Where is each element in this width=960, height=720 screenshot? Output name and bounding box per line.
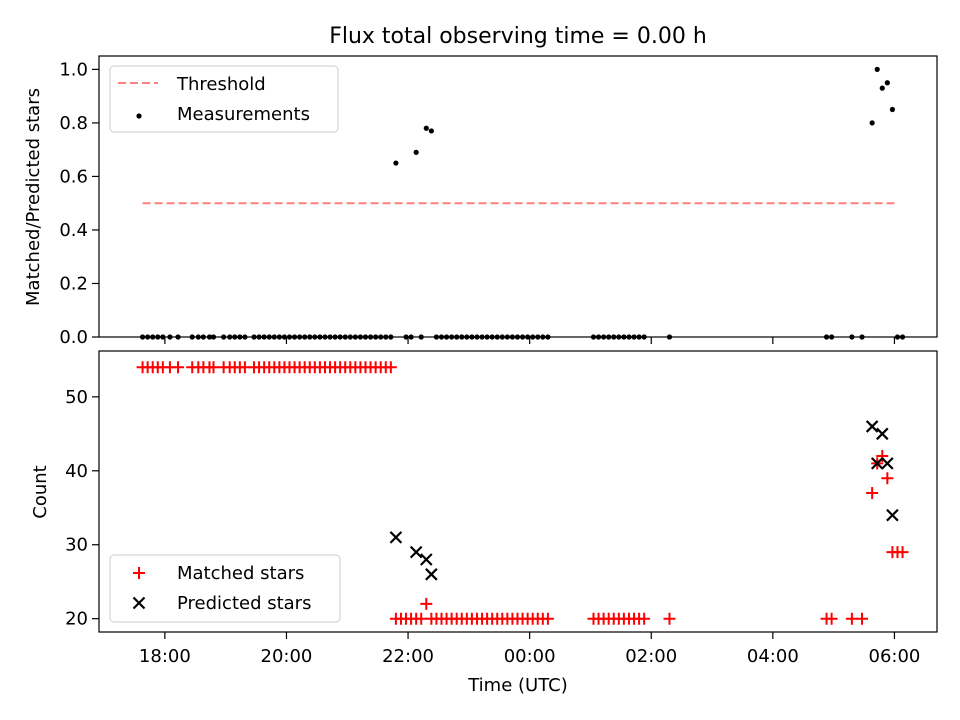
bottom-x-tick-label: 18:00 bbox=[139, 646, 191, 667]
legend-predicted-label: Predicted stars bbox=[177, 593, 311, 614]
predicted-star-point bbox=[870, 457, 884, 470]
figure-title: Flux total observing time = 0.00 h bbox=[329, 24, 707, 49]
matched-star-point bbox=[663, 612, 676, 625]
bottom-x-tick-label: 00:00 bbox=[504, 646, 556, 667]
measurement-point bbox=[889, 106, 896, 113]
top-y-tick-label: 0.0 bbox=[59, 327, 88, 348]
bottom-legend-frame bbox=[109, 554, 341, 623]
top-y-axis-label: Matched/Predicted stars bbox=[23, 88, 44, 306]
top-y-tick-label: 0.4 bbox=[59, 220, 88, 241]
matched-star-point bbox=[415, 612, 428, 625]
legend-measurements-label: Measurements bbox=[177, 104, 310, 125]
predicted-star-point bbox=[865, 420, 879, 433]
bottom-axes-frame bbox=[98, 350, 938, 633]
bottom-y-tick-label: 30 bbox=[65, 535, 88, 556]
matched-star-point bbox=[876, 450, 889, 463]
predicted-star-point bbox=[881, 457, 894, 470]
top-y-tick-label: 0.6 bbox=[59, 166, 88, 187]
top-legend: Threshold Measurements bbox=[109, 65, 339, 133]
legend-matched-label: Matched stars bbox=[177, 563, 304, 584]
measurement-point bbox=[884, 80, 890, 86]
top-y-tick-label: 1.0 bbox=[59, 59, 88, 80]
matched-star-point bbox=[541, 612, 554, 625]
bottom-y-tick-label: 50 bbox=[65, 387, 88, 408]
bottom-y-ticks: 20 30 40 50 bbox=[65, 387, 99, 630]
predicted-star-point bbox=[886, 508, 899, 522]
legend-threshold-label: Threshold bbox=[176, 74, 266, 95]
bottom-axes: 20 30 40 50 18:00 20:00 22:00 00:00 02:00 04:00 0… bbox=[30, 350, 938, 696]
matched-star-point bbox=[825, 612, 838, 625]
measurement-point bbox=[874, 66, 880, 72]
measurement-point bbox=[413, 149, 419, 155]
matched-star-point bbox=[638, 612, 651, 625]
bottom-x-tick-label: 06:00 bbox=[869, 646, 921, 667]
legend-measurements-swatch bbox=[136, 113, 142, 119]
bottom-x-tick-label: 04:00 bbox=[747, 646, 799, 667]
legend-matched-swatch bbox=[133, 567, 145, 579]
bottom-y-axis-label: Count bbox=[30, 465, 51, 518]
matched-star-point bbox=[881, 472, 894, 485]
matched-star-point bbox=[866, 486, 879, 499]
top-y-tick-label: 0.2 bbox=[59, 273, 88, 294]
predicted-star-point bbox=[420, 553, 433, 566]
legend-matched-marker bbox=[133, 567, 145, 579]
bottom-x-tick-label: 22:00 bbox=[382, 646, 434, 667]
matched-star-point bbox=[420, 597, 433, 610]
measurement-point bbox=[393, 160, 399, 166]
matched-star-point bbox=[172, 361, 185, 374]
bottom-x-axis-label: Time (UTC) bbox=[467, 675, 568, 696]
top-legend-frame bbox=[109, 65, 339, 133]
bottom-plot-marks bbox=[136, 361, 909, 625]
bottom-x-tick-label: 20:00 bbox=[261, 646, 313, 667]
top-axes: 0.0 0.2 0.4 0.6 0.8 1.0 Matched/Predicted sta… bbox=[23, 55, 938, 348]
predicted-star-point bbox=[876, 427, 889, 441]
measurement-point bbox=[428, 128, 434, 134]
top-y-tick-label: 0.8 bbox=[59, 113, 88, 134]
bottom-y-tick-label: 20 bbox=[65, 609, 88, 630]
legend-predicted-swatch bbox=[132, 596, 146, 610]
measurement-point bbox=[423, 125, 429, 131]
predicted-star-point bbox=[425, 568, 438, 581]
top-y-ticks: 0.0 0.2 0.4 0.6 0.8 1.0 bbox=[59, 59, 99, 348]
measurement-point bbox=[879, 85, 885, 91]
predicted-star-point bbox=[409, 545, 423, 559]
matched-star-point bbox=[856, 612, 869, 625]
matched-star-point bbox=[207, 361, 220, 374]
legend-predicted-marker bbox=[132, 596, 146, 610]
matched-star-point bbox=[845, 612, 858, 625]
bottom-legend: Matched stars Predicted stars bbox=[109, 554, 341, 623]
measurement-point bbox=[869, 120, 875, 126]
bottom-x-tick-label: 02:00 bbox=[625, 646, 677, 667]
matched-star-point bbox=[384, 361, 397, 374]
bottom-x-ticks: 18:00 20:00 22:00 00:00 02:00 04:00 06:00 bbox=[139, 632, 920, 667]
top-x-ticks bbox=[164, 337, 896, 344]
top-axes-frame bbox=[98, 55, 938, 338]
matched-star-point bbox=[896, 546, 909, 559]
bottom-y-tick-label: 40 bbox=[65, 461, 88, 482]
predicted-star-point bbox=[389, 531, 403, 544]
